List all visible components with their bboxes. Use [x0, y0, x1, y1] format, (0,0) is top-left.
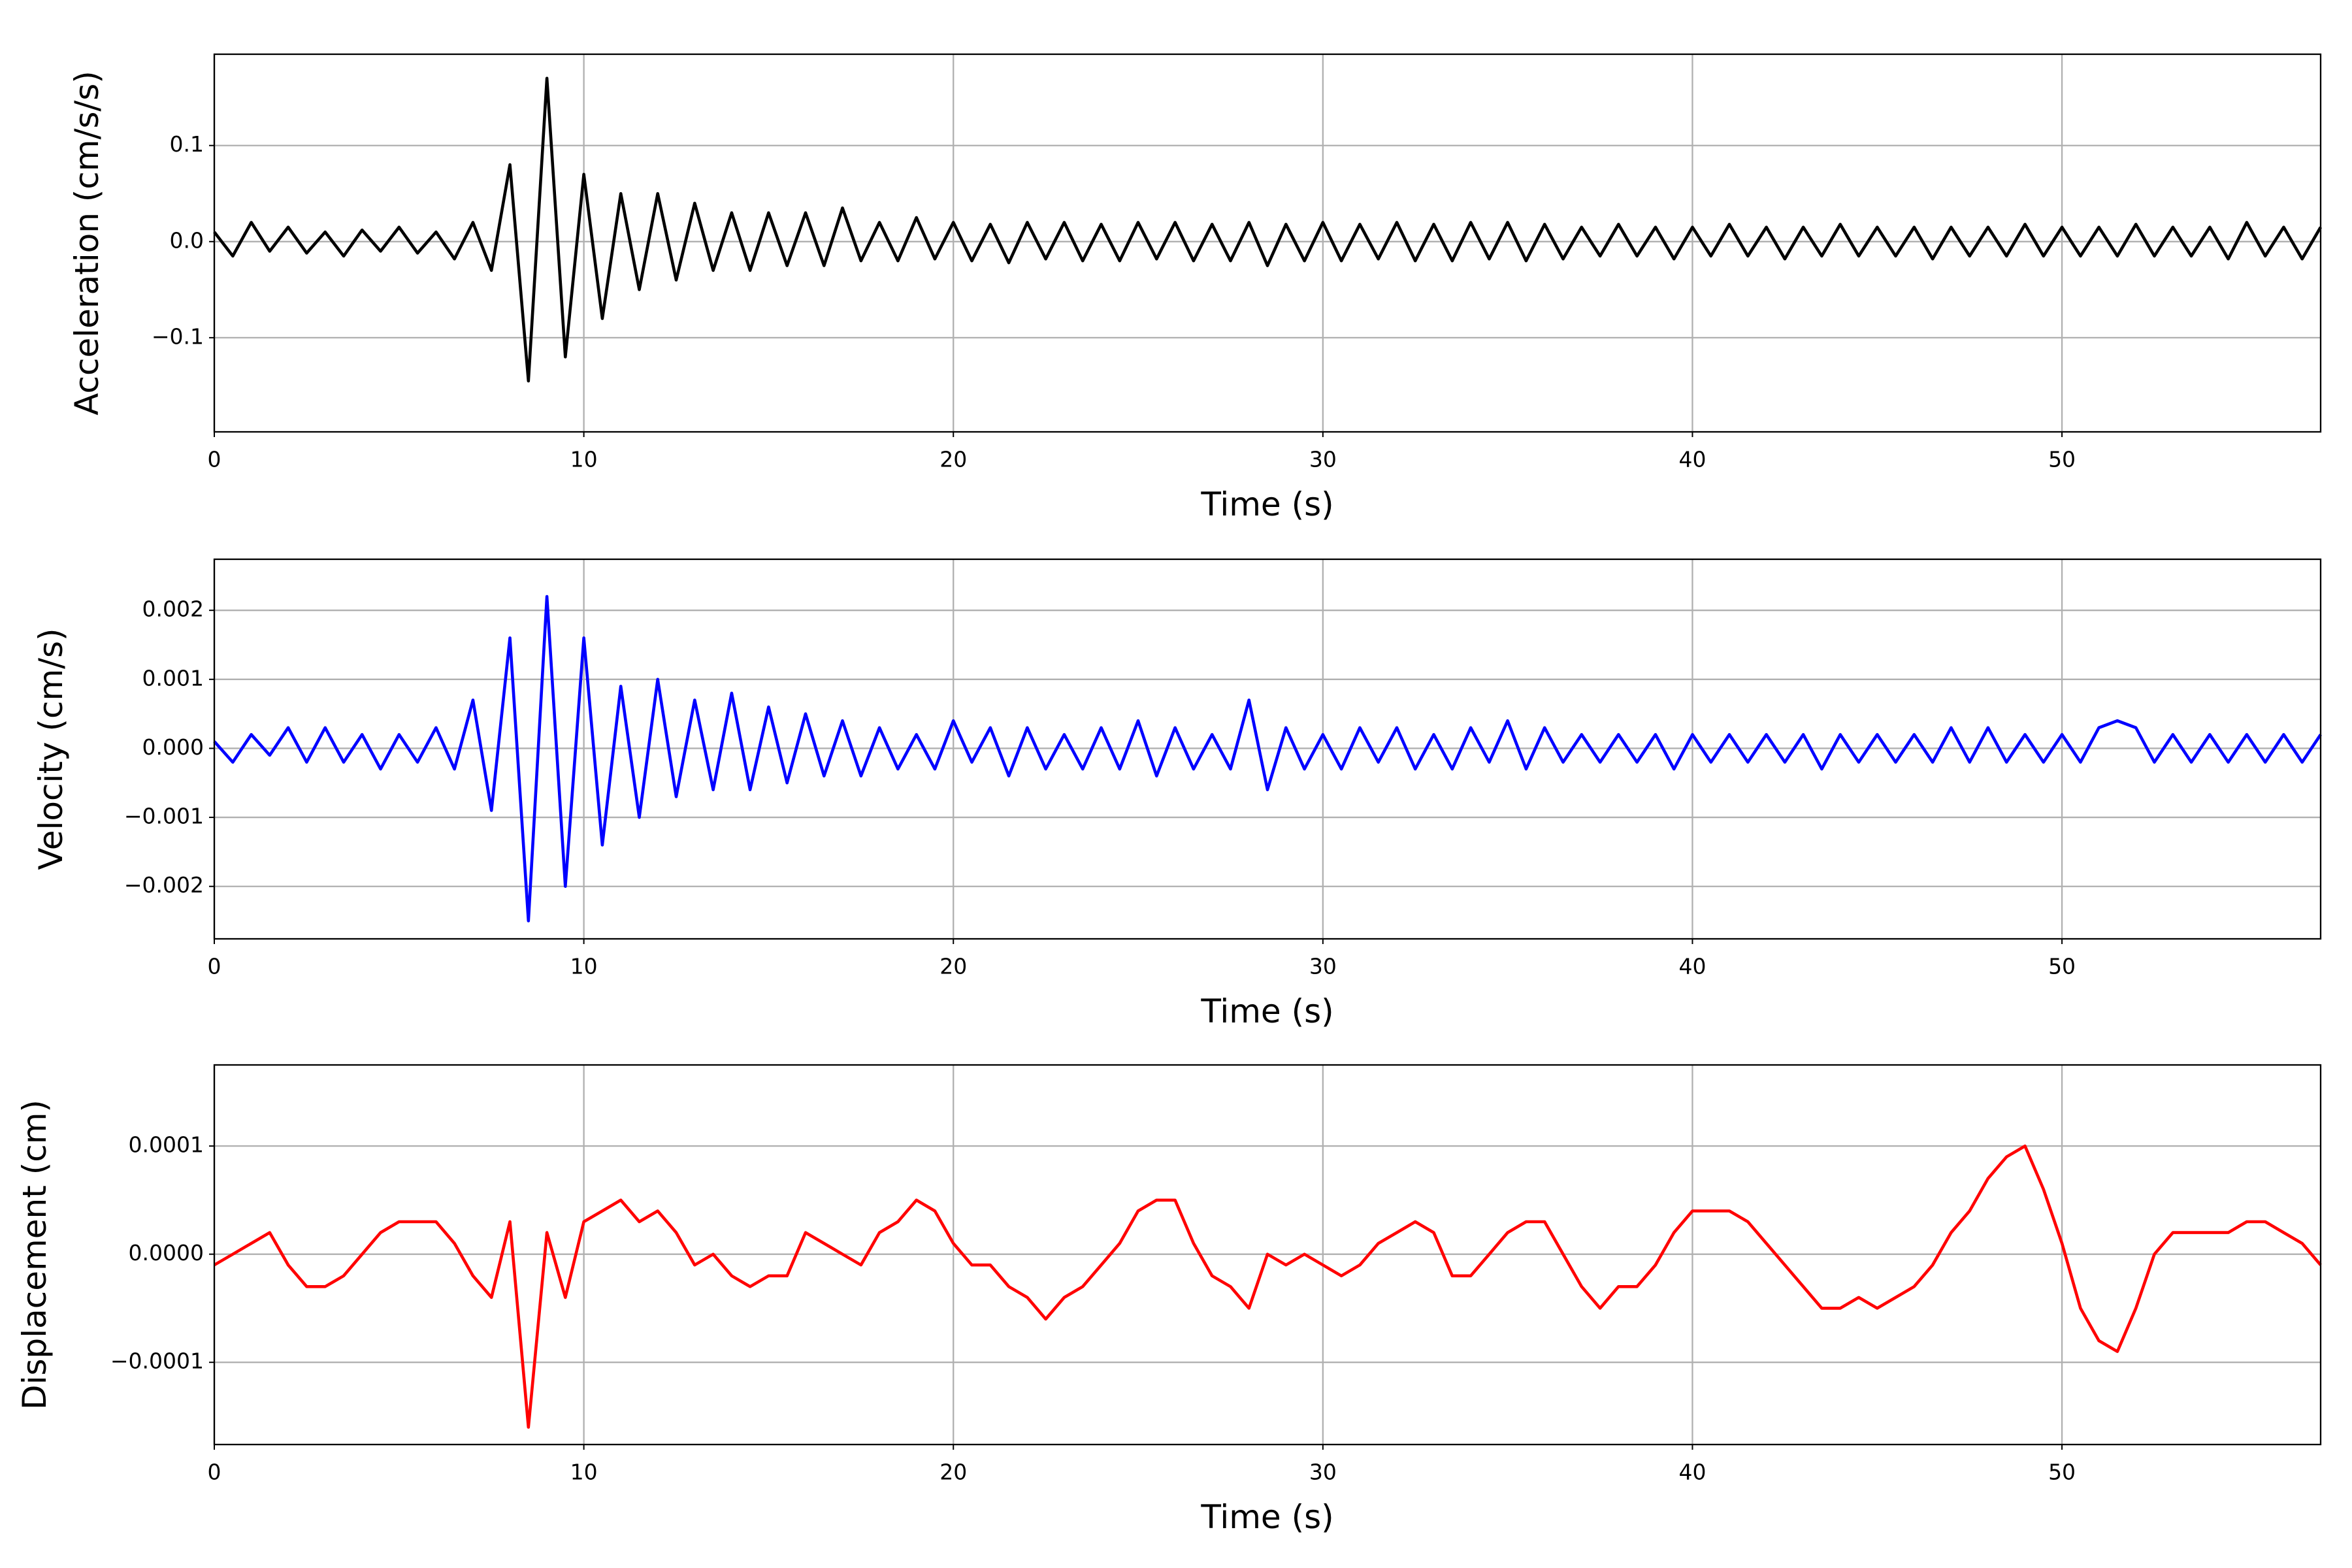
x-tick-label: 40	[1678, 1460, 1706, 1485]
data-line	[213, 76, 2322, 383]
x-tick-label: 50	[2048, 1460, 2076, 1485]
y-tick-label: 0.0	[170, 227, 204, 253]
x-tick-label: 40	[1678, 954, 1706, 979]
y-axis-label: Velocity (cm/s)	[32, 628, 70, 870]
x-tick-label: 0	[208, 954, 221, 979]
axes-frame	[213, 558, 2322, 940]
x-axis-label: Time (s)	[1200, 485, 1333, 523]
y-tick-label: −0.001	[124, 804, 204, 829]
x-tick-label: 30	[1309, 1460, 1337, 1485]
x-tick-label: 20	[939, 1460, 967, 1485]
x-tick-label: 40	[1678, 447, 1706, 472]
y-tick-label: −0.002	[124, 872, 204, 898]
data-line	[213, 595, 2322, 923]
y-axis-label: Displacement (cm)	[16, 1100, 54, 1410]
axes-frame	[213, 53, 2322, 433]
y-tick-label: 0.002	[142, 596, 204, 622]
y-tick-label: 0.001	[142, 665, 204, 691]
x-tick-label: 50	[2048, 447, 2076, 472]
x-tick-label: 10	[570, 447, 598, 472]
axes-frame	[213, 1064, 2322, 1446]
x-tick-label: 0	[208, 1460, 221, 1485]
y-tick-label: −0.0001	[110, 1348, 204, 1374]
y-axis-label: Acceleration (cm/s/s)	[68, 71, 106, 416]
x-axis-label: Time (s)	[1200, 1498, 1333, 1536]
x-tick-label: 10	[570, 1460, 598, 1485]
y-tick-label: −0.1	[152, 323, 204, 349]
data-line	[213, 1144, 2322, 1429]
x-tick-label: 30	[1309, 447, 1337, 472]
x-tick-label: 10	[570, 954, 598, 979]
y-tick-label: 0.000	[142, 734, 204, 760]
y-tick-label: 0.0001	[129, 1132, 204, 1158]
x-axis-label: Time (s)	[1200, 992, 1333, 1030]
x-tick-label: 0	[208, 447, 221, 472]
x-tick-label: 20	[939, 954, 967, 979]
x-tick-label: 50	[2048, 954, 2076, 979]
x-tick-label: 20	[939, 447, 967, 472]
y-tick-label: 0.0000	[129, 1240, 204, 1266]
x-tick-label: 30	[1309, 954, 1337, 979]
y-tick-label: 0.1	[170, 131, 204, 157]
